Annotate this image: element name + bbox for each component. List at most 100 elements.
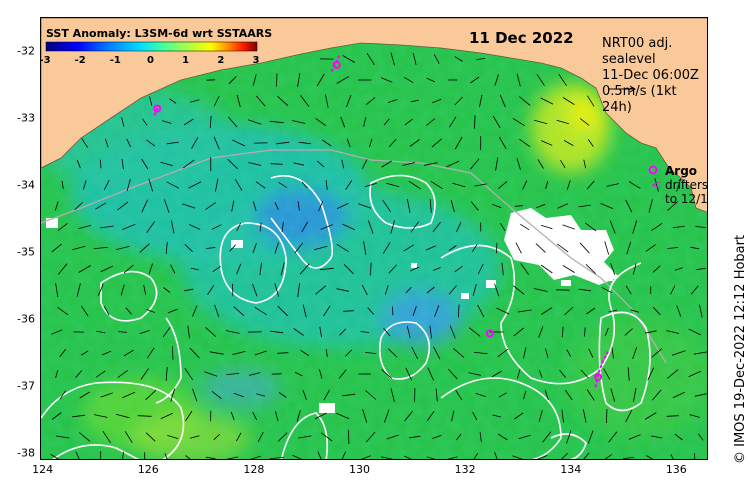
current-vector <box>293 328 304 336</box>
current-vector <box>534 119 548 125</box>
current-vector <box>360 331 370 333</box>
current-vector <box>145 389 157 401</box>
current-vector <box>651 435 663 439</box>
imos-credit: © IMOS 19-Dec-2022 12:12 Hobart <box>733 234 748 464</box>
current-vector <box>166 181 180 189</box>
current-vector <box>205 202 217 210</box>
current-vector <box>369 138 373 148</box>
current-vector <box>498 392 507 398</box>
current-vector <box>540 224 553 230</box>
current-vector <box>364 182 377 188</box>
current-vector <box>609 220 616 234</box>
current-vector <box>562 265 575 273</box>
current-vector <box>646 455 654 459</box>
current-vector <box>315 117 327 127</box>
current-vector <box>346 138 351 148</box>
current-vector <box>93 414 108 418</box>
current-vector <box>213 433 220 441</box>
current-vector <box>523 390 527 400</box>
current-vector <box>140 368 149 380</box>
current-vector <box>565 389 573 401</box>
current-vector <box>79 391 91 399</box>
current-vector <box>187 325 190 339</box>
current-vector <box>405 286 412 294</box>
current-vector <box>411 346 419 360</box>
current-vector <box>562 224 576 230</box>
current-vector <box>57 223 68 231</box>
current-vector <box>425 245 436 251</box>
current-vector <box>342 223 356 231</box>
current-vector <box>518 434 531 440</box>
current-vector <box>120 284 125 296</box>
current-vector <box>206 247 216 249</box>
current-vector <box>211 224 222 230</box>
legend-drifters-label: < drifters@12h <box>651 178 707 192</box>
current-vector <box>363 117 367 127</box>
current-vector <box>302 304 307 318</box>
current-vector <box>586 307 596 315</box>
current-vector <box>404 455 412 459</box>
current-vector <box>540 307 553 315</box>
current-vector <box>301 181 308 189</box>
current-vector <box>297 201 300 211</box>
current-vector <box>671 350 686 356</box>
current-vector <box>343 263 354 275</box>
current-vector <box>409 435 421 439</box>
current-vector <box>141 158 149 170</box>
info-line-2: 11-Dec 06:00Z <box>602 68 699 83</box>
current-vector <box>536 74 545 86</box>
current-vector <box>160 412 173 420</box>
current-vector <box>606 183 619 187</box>
current-vector <box>652 306 661 316</box>
current-vector <box>278 392 287 398</box>
current-vector <box>426 118 436 126</box>
current-vector <box>519 138 531 148</box>
current-vector <box>454 136 463 150</box>
current-vector <box>125 307 133 315</box>
current-vector <box>252 242 257 254</box>
current-vector <box>362 159 368 169</box>
lon-tick-label: 134 <box>560 463 582 476</box>
current-vector <box>269 120 284 124</box>
current-vector <box>55 369 59 379</box>
current-vector <box>435 388 438 402</box>
current-vector <box>626 241 632 255</box>
current-vector <box>255 95 266 107</box>
current-vector <box>257 431 264 443</box>
current-vector <box>456 222 462 232</box>
current-vector <box>514 205 523 207</box>
current-vector <box>205 327 217 337</box>
current-vector <box>161 120 172 124</box>
current-vector <box>578 288 592 292</box>
current-vector <box>227 456 239 459</box>
current-vector <box>455 433 462 441</box>
current-vector <box>346 94 352 108</box>
current-vector <box>632 263 637 275</box>
current-vector <box>579 242 590 254</box>
current-vector <box>211 390 222 400</box>
current-vector <box>188 181 202 189</box>
current-vector <box>99 225 114 229</box>
current-vector <box>296 410 301 422</box>
current-vector <box>580 369 589 379</box>
current-vector <box>342 55 356 63</box>
current-vector <box>183 118 194 126</box>
current-vector <box>255 181 266 189</box>
current-vector <box>603 368 611 380</box>
current-vector <box>75 451 80 459</box>
current-vector <box>100 159 102 169</box>
current-vector <box>633 388 637 402</box>
current-vector <box>149 96 153 106</box>
current-vector <box>536 455 548 459</box>
current-vector <box>667 247 679 249</box>
current-vector <box>410 221 419 233</box>
current-vector <box>644 330 657 334</box>
current-vector <box>651 222 663 232</box>
current-vector <box>277 352 289 354</box>
current-vector <box>409 139 420 147</box>
current-vector <box>491 370 502 378</box>
current-vector <box>383 327 391 337</box>
current-vector <box>584 222 597 232</box>
current-vector <box>582 409 587 423</box>
current-vector <box>426 77 435 83</box>
